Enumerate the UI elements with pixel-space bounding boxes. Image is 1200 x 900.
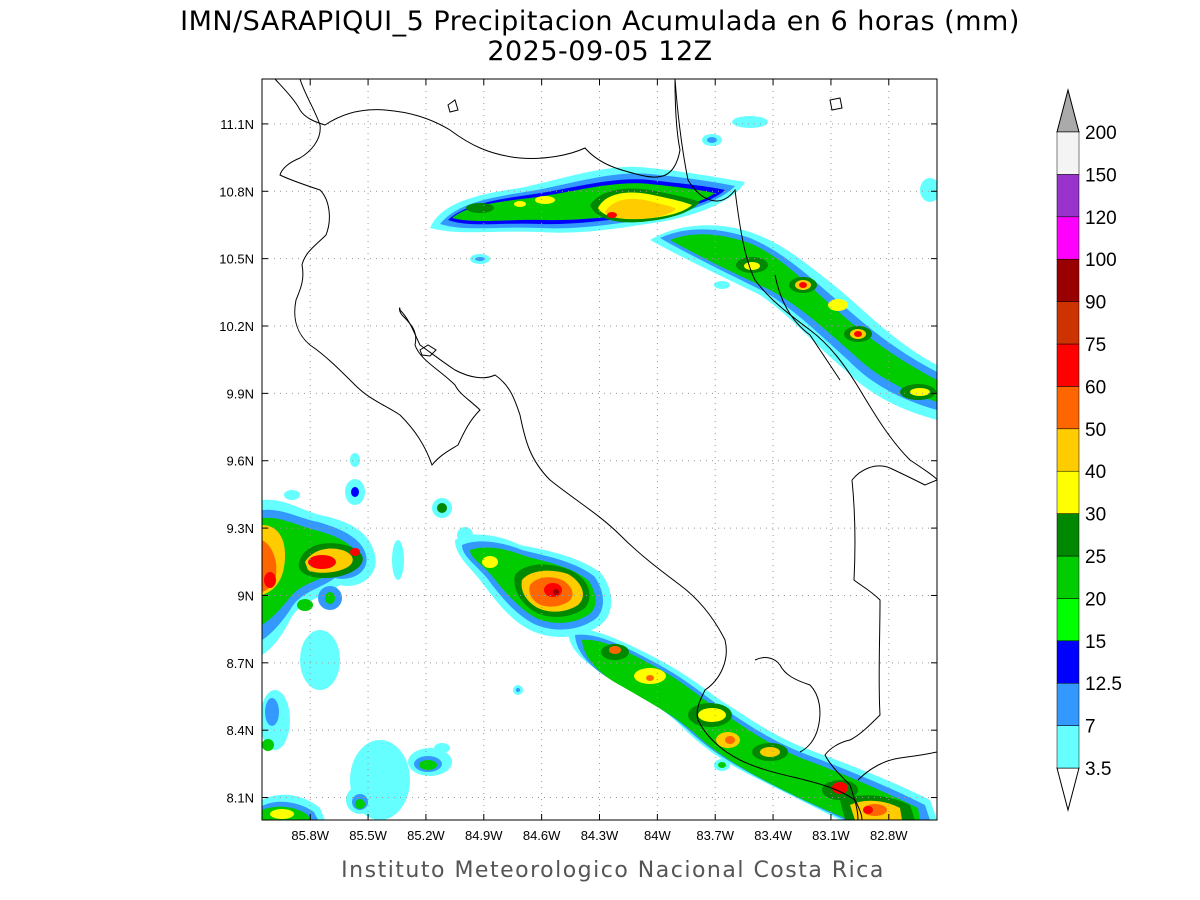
colorbar-level-label: 75 [1085, 335, 1106, 356]
colorbar-swatch [1057, 302, 1079, 344]
lon-tick-label: 85.8W [291, 828, 329, 843]
lon-tick-label: 84.9W [465, 828, 503, 843]
colorbar-level-label: 12.5 [1085, 674, 1122, 695]
colorbar-level-label: 40 [1085, 462, 1106, 483]
lon-tick-label: 85.5W [349, 828, 387, 843]
colorbar-level-label: 100 [1085, 250, 1117, 271]
colorbar-level-label: 25 [1085, 547, 1106, 568]
colorbar-over-arrow [1057, 90, 1079, 132]
lat-tick-label: 10.2N [219, 319, 254, 334]
colorbar-level-label: 120 [1085, 208, 1117, 229]
colorbar-level-label: 200 [1085, 123, 1117, 144]
colorbar-level-label: 90 [1085, 293, 1106, 314]
lat-tick-label: 9.3N [227, 521, 254, 536]
colorbar-swatch [1057, 429, 1079, 471]
lon-tick-label: 84.6W [523, 828, 561, 843]
lat-tick-label: 9.9N [227, 386, 254, 401]
lon-tick-label: 84.3W [581, 828, 619, 843]
colorbar-swatch [1057, 598, 1079, 640]
lat-tick-label: 10.5N [219, 252, 254, 267]
lon-tick-label: 85.2W [407, 828, 445, 843]
colorbar-swatch [1057, 132, 1079, 174]
lat-tick-label: 9N [237, 588, 254, 603]
colorbar-level-label: 3.5 [1085, 759, 1111, 780]
lat-tick-label: 8.1N [227, 791, 254, 806]
colorbar-under-arrow [1057, 768, 1079, 810]
colorbar-level-label: 20 [1085, 589, 1106, 610]
figure-subtitle-date: 2025-09-05 12Z [487, 36, 712, 67]
lon-tick-label: 83.7W [696, 828, 734, 843]
lon-tick-label: 84W [644, 828, 671, 843]
lat-tick-label: 10.8N [219, 184, 254, 199]
colorbar-swatch [1057, 259, 1079, 301]
colorbar-level-label: 30 [1085, 505, 1106, 526]
footer-credit: Instituto Meteorologico Nacional Costa R… [341, 858, 885, 883]
figure-title: IMN/SARAPIQUI_5 Precipitacion Acumulada … [180, 6, 1020, 37]
colorbar-swatch [1057, 726, 1079, 768]
map-area: 85.8W 85.5W 85.2W 84.9W 84.6W 84.3W 84W 83.7W 83… [219, 79, 940, 843]
colorbar-swatch [1057, 641, 1079, 683]
lat-tick-label: 9.6N [227, 454, 254, 469]
colorbar-swatch [1057, 514, 1079, 556]
colorbar-level-label: 15 [1085, 632, 1106, 653]
colorbar-swatch [1057, 471, 1079, 513]
colorbar-swatch [1057, 683, 1079, 725]
lon-tick-label: 82.8W [870, 828, 908, 843]
colorbar-level-label: 60 [1085, 377, 1106, 398]
lat-tick-label: 11.1N [220, 117, 254, 132]
colorbar-level-label: 150 [1085, 165, 1117, 186]
colorbar-level-label: 50 [1085, 420, 1106, 441]
lat-tick-label: 8.7N [227, 656, 254, 671]
colorbar-swatch [1057, 556, 1079, 598]
lon-tick-label: 83.4W [754, 828, 792, 843]
lat-tick-label: 8.4N [227, 723, 254, 738]
colorbar-swatch [1057, 217, 1079, 259]
lon-tick-label: 83.1W [812, 828, 850, 843]
colorbar-legend: 3.5 7 12.5 15 20 25 30 40 50 60 75 90 100 120 150 200 [1057, 90, 1122, 810]
colorbar-swatch [1057, 344, 1079, 386]
colorbar-swatch [1057, 386, 1079, 428]
colorbar-level-label: 7 [1085, 717, 1096, 738]
colorbar-swatch [1057, 174, 1079, 216]
